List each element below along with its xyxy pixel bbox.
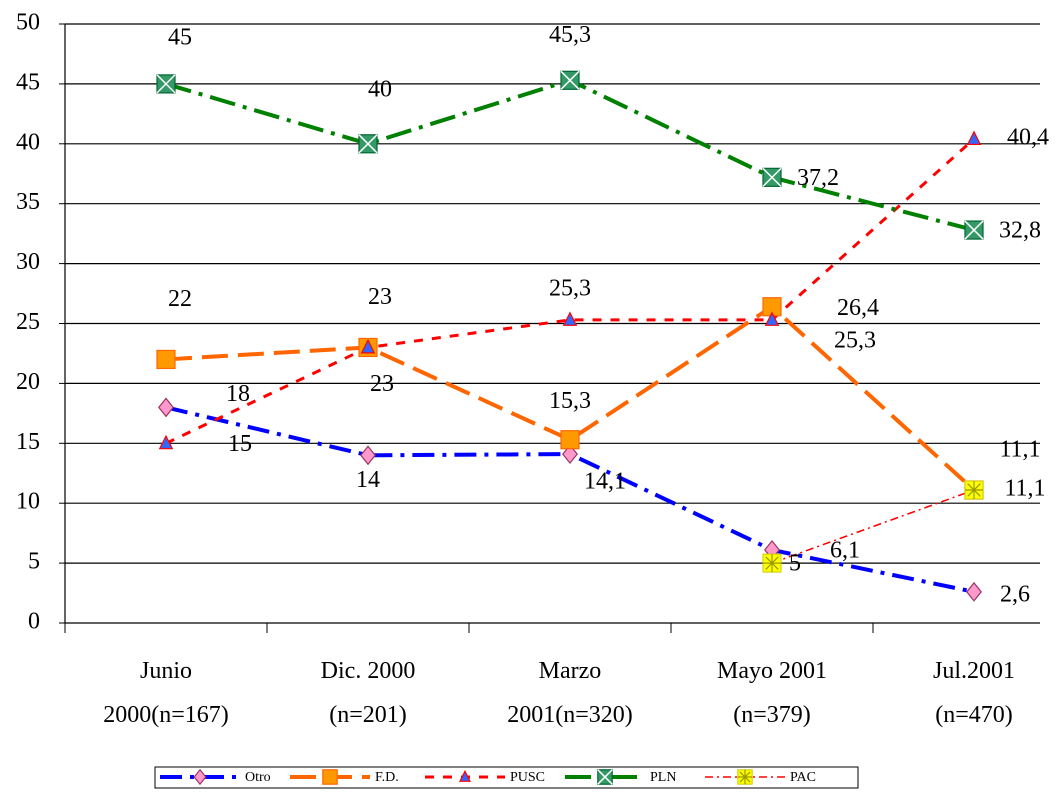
marker xyxy=(560,430,580,450)
marker-cross xyxy=(358,134,378,154)
legend-label: PUSC xyxy=(510,770,545,785)
marker xyxy=(358,134,378,154)
data-label: 45,3 xyxy=(549,22,591,48)
data-label: 14,1 xyxy=(584,469,626,495)
legend-label: PAC xyxy=(790,770,816,785)
marker xyxy=(360,445,376,466)
data-label: 23 xyxy=(370,371,394,397)
marker-cross xyxy=(964,220,984,240)
data-label: 40 xyxy=(368,76,392,102)
marker xyxy=(458,769,472,782)
data-label: 40,4 xyxy=(1007,125,1049,151)
y-tick-label: 5 xyxy=(28,549,40,575)
marker xyxy=(322,769,338,785)
marker xyxy=(562,311,578,326)
y-tick-label: 25 xyxy=(16,309,40,335)
marker xyxy=(764,311,780,326)
y-tick-label: 35 xyxy=(16,189,40,215)
legend-label: F.D. xyxy=(375,770,399,785)
data-label: 45 xyxy=(168,24,192,50)
y-tick-label: 45 xyxy=(16,69,40,95)
marker-star xyxy=(965,481,983,500)
marker xyxy=(762,167,782,187)
y-tick-label: 50 xyxy=(16,10,40,36)
y-tick-label: 10 xyxy=(16,489,40,515)
x-tick-label: Jul.2001 (n=470) xyxy=(933,658,1015,728)
data-label: 22 xyxy=(168,286,192,312)
data-label: 32,8 xyxy=(999,218,1041,244)
data-label: 2,6 xyxy=(1000,581,1030,607)
data-label: 25,3 xyxy=(834,327,876,353)
marker xyxy=(762,553,782,573)
data-label: 37,2 xyxy=(797,165,839,191)
data-label: 26,4 xyxy=(837,295,879,321)
marker-cross xyxy=(156,74,176,94)
marker xyxy=(966,130,982,146)
marker xyxy=(360,338,376,354)
y-tick-label: 20 xyxy=(16,369,40,395)
x-tick-label: Dic. 2000 (n=201) xyxy=(321,658,416,728)
marker-cross xyxy=(762,167,782,187)
marker xyxy=(964,220,984,240)
series-line xyxy=(165,78,975,232)
marker-star xyxy=(737,769,753,785)
data-label: 15,3 xyxy=(549,388,591,414)
data-label: 23 xyxy=(368,284,392,310)
data-label: 14 xyxy=(356,467,380,493)
series-line xyxy=(165,137,976,445)
marker xyxy=(597,769,613,785)
marker xyxy=(737,769,753,785)
legend-label: Otro xyxy=(245,770,271,785)
marker xyxy=(964,480,984,500)
marker xyxy=(156,349,176,370)
series-line xyxy=(771,489,975,564)
x-tick-label: Marzo 2001(n=320) xyxy=(507,658,633,728)
marker xyxy=(156,74,176,94)
data-label: 11,1 xyxy=(1004,476,1045,502)
x-tick-label: Mayo 2001 (n=379) xyxy=(717,658,827,728)
marker xyxy=(158,397,174,418)
y-tick-label: 15 xyxy=(16,429,40,455)
series-line xyxy=(165,304,976,492)
y-tick-label: 30 xyxy=(16,249,40,275)
data-label: 15 xyxy=(228,431,252,457)
x-tick-label: Junio 2000(n=167) xyxy=(103,658,229,728)
marker-cross xyxy=(597,769,613,785)
data-label: 25,3 xyxy=(549,275,591,301)
marker xyxy=(193,768,207,786)
marker xyxy=(562,444,578,465)
y-tick-label: 40 xyxy=(16,129,40,155)
marker-cross xyxy=(560,70,580,90)
y-tick-label: 0 xyxy=(28,609,40,635)
marker xyxy=(966,581,982,602)
data-label: 11,1 xyxy=(999,437,1040,463)
marker-star xyxy=(763,554,781,573)
data-label: 5 xyxy=(789,551,801,577)
marker xyxy=(158,434,174,450)
legend-label: PLN xyxy=(650,770,676,785)
marker xyxy=(560,70,580,90)
data-label: 6,1 xyxy=(830,537,860,563)
data-label: 18 xyxy=(226,381,250,407)
